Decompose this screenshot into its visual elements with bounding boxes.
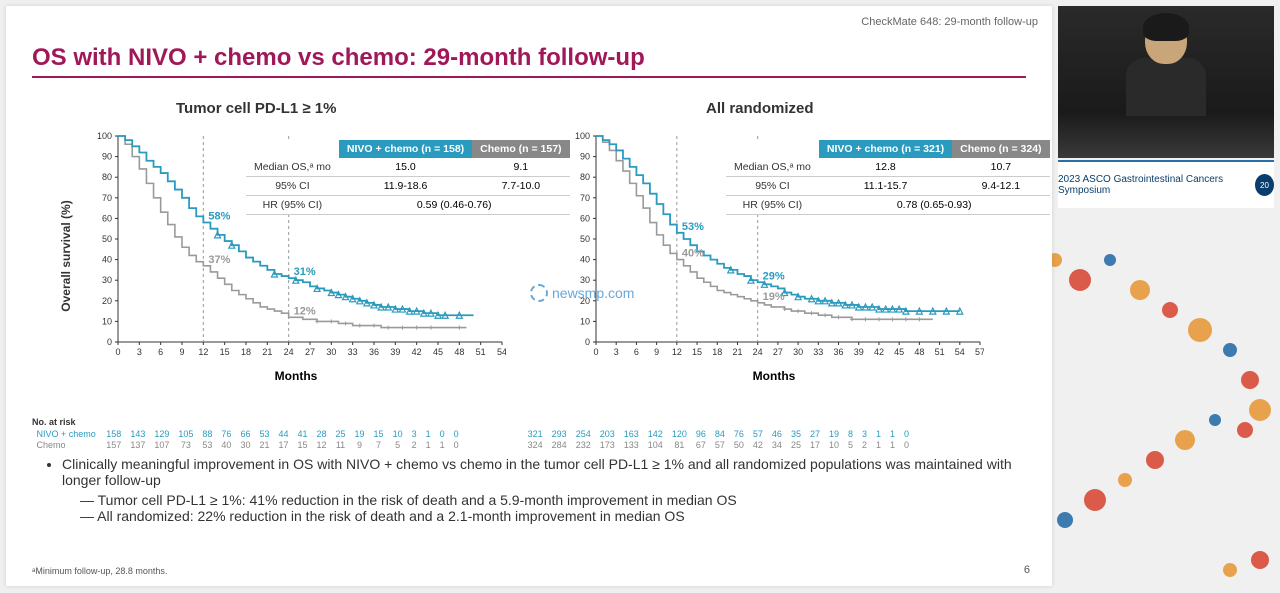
stats-table-right: NIVO + chemo (n = 321)Chemo (n = 324)Med… <box>726 140 1050 215</box>
svg-text:12: 12 <box>672 347 682 357</box>
svg-text:90: 90 <box>102 152 112 162</box>
svg-text:0: 0 <box>107 337 112 347</box>
svg-text:0: 0 <box>115 347 120 357</box>
watermark: newsmp.com <box>530 284 634 302</box>
svg-text:40: 40 <box>580 255 590 265</box>
svg-text:53%: 53% <box>682 221 704 233</box>
svg-text:33: 33 <box>813 347 823 357</box>
risk-table: No. at risk NIVO + chemo1581431291058876… <box>32 417 914 452</box>
svg-text:27: 27 <box>305 347 315 357</box>
svg-text:54: 54 <box>955 347 965 357</box>
stats-table-left: NIVO + chemo (n = 158)Chemo (n = 157)Med… <box>246 140 570 215</box>
svg-text:24: 24 <box>284 347 294 357</box>
svg-text:19%: 19% <box>763 291 785 303</box>
svg-text:50: 50 <box>102 234 112 244</box>
svg-text:30: 30 <box>326 347 336 357</box>
slide-title: OS with NIVO + chemo vs chemo: 29-month … <box>32 44 645 72</box>
svg-text:29%: 29% <box>763 270 785 282</box>
svg-text:39: 39 <box>390 347 400 357</box>
svg-text:37%: 37% <box>208 254 230 266</box>
svg-text:48: 48 <box>454 347 464 357</box>
svg-text:15: 15 <box>692 347 702 357</box>
svg-text:30: 30 <box>793 347 803 357</box>
svg-text:58%: 58% <box>208 211 230 223</box>
svg-text:12%: 12% <box>294 305 316 317</box>
subtitle-right: All randomized <box>706 100 814 117</box>
title-rule <box>32 76 1026 78</box>
svg-text:10: 10 <box>102 316 112 326</box>
header-right: CheckMate 648: 29-month follow-up <box>861 16 1038 28</box>
svg-text:80: 80 <box>102 172 112 182</box>
svg-text:40: 40 <box>102 255 112 265</box>
svg-text:39: 39 <box>854 347 864 357</box>
svg-text:36: 36 <box>834 347 844 357</box>
svg-text:100: 100 <box>97 132 112 141</box>
svg-text:3: 3 <box>614 347 619 357</box>
svg-text:45: 45 <box>894 347 904 357</box>
svg-text:21: 21 <box>732 347 742 357</box>
y-axis-label: Overall survival (%) <box>59 200 73 311</box>
svg-text:50: 50 <box>580 234 590 244</box>
svg-text:0: 0 <box>585 337 590 347</box>
x-axis-label: Months <box>86 369 506 383</box>
svg-text:51: 51 <box>935 347 945 357</box>
svg-text:40%: 40% <box>682 248 704 260</box>
spinner-icon <box>530 284 548 302</box>
svg-text:45: 45 <box>433 347 443 357</box>
svg-text:30: 30 <box>102 275 112 285</box>
svg-text:33: 33 <box>348 347 358 357</box>
svg-text:6: 6 <box>634 347 639 357</box>
podium-banner: 2023 ASCO Gastrointestinal Cancers Sympo… <box>1058 160 1274 208</box>
subtitle-left: Tumor cell PD-L1 ≥ 1% <box>176 100 337 117</box>
svg-text:15: 15 <box>220 347 230 357</box>
svg-text:70: 70 <box>580 193 590 203</box>
slide: CheckMate 648: 29-month follow-up OS wit… <box>6 6 1052 586</box>
svg-text:70: 70 <box>102 193 112 203</box>
svg-text:6: 6 <box>158 347 163 357</box>
svg-text:27: 27 <box>773 347 783 357</box>
svg-text:9: 9 <box>654 347 659 357</box>
svg-text:36: 36 <box>369 347 379 357</box>
svg-text:57: 57 <box>975 347 984 357</box>
svg-text:54: 54 <box>497 347 506 357</box>
page-number: 6 <box>1024 564 1030 576</box>
svg-text:21: 21 <box>262 347 272 357</box>
svg-text:80: 80 <box>580 172 590 182</box>
svg-text:60: 60 <box>580 213 590 223</box>
svg-text:18: 18 <box>712 347 722 357</box>
svg-text:90: 90 <box>580 152 590 162</box>
svg-text:20: 20 <box>102 296 112 306</box>
svg-text:10: 10 <box>580 316 590 326</box>
svg-text:60: 60 <box>102 213 112 223</box>
svg-text:48: 48 <box>914 347 924 357</box>
svg-text:12: 12 <box>198 347 208 357</box>
x-axis-label: Months <box>564 369 984 383</box>
svg-text:24: 24 <box>753 347 763 357</box>
svg-text:100: 100 <box>575 132 590 141</box>
svg-text:42: 42 <box>412 347 422 357</box>
svg-text:9: 9 <box>179 347 184 357</box>
speaker-video <box>1058 6 1274 158</box>
svg-text:42: 42 <box>874 347 884 357</box>
footnote: ᵃMinimum follow-up, 28.8 months. <box>32 566 167 576</box>
svg-text:0: 0 <box>593 347 598 357</box>
bullets: Clinically meaningful improvement in OS … <box>40 456 1018 524</box>
svg-text:51: 51 <box>476 347 486 357</box>
svg-text:31%: 31% <box>294 266 316 278</box>
svg-text:3: 3 <box>137 347 142 357</box>
svg-text:18: 18 <box>241 347 251 357</box>
